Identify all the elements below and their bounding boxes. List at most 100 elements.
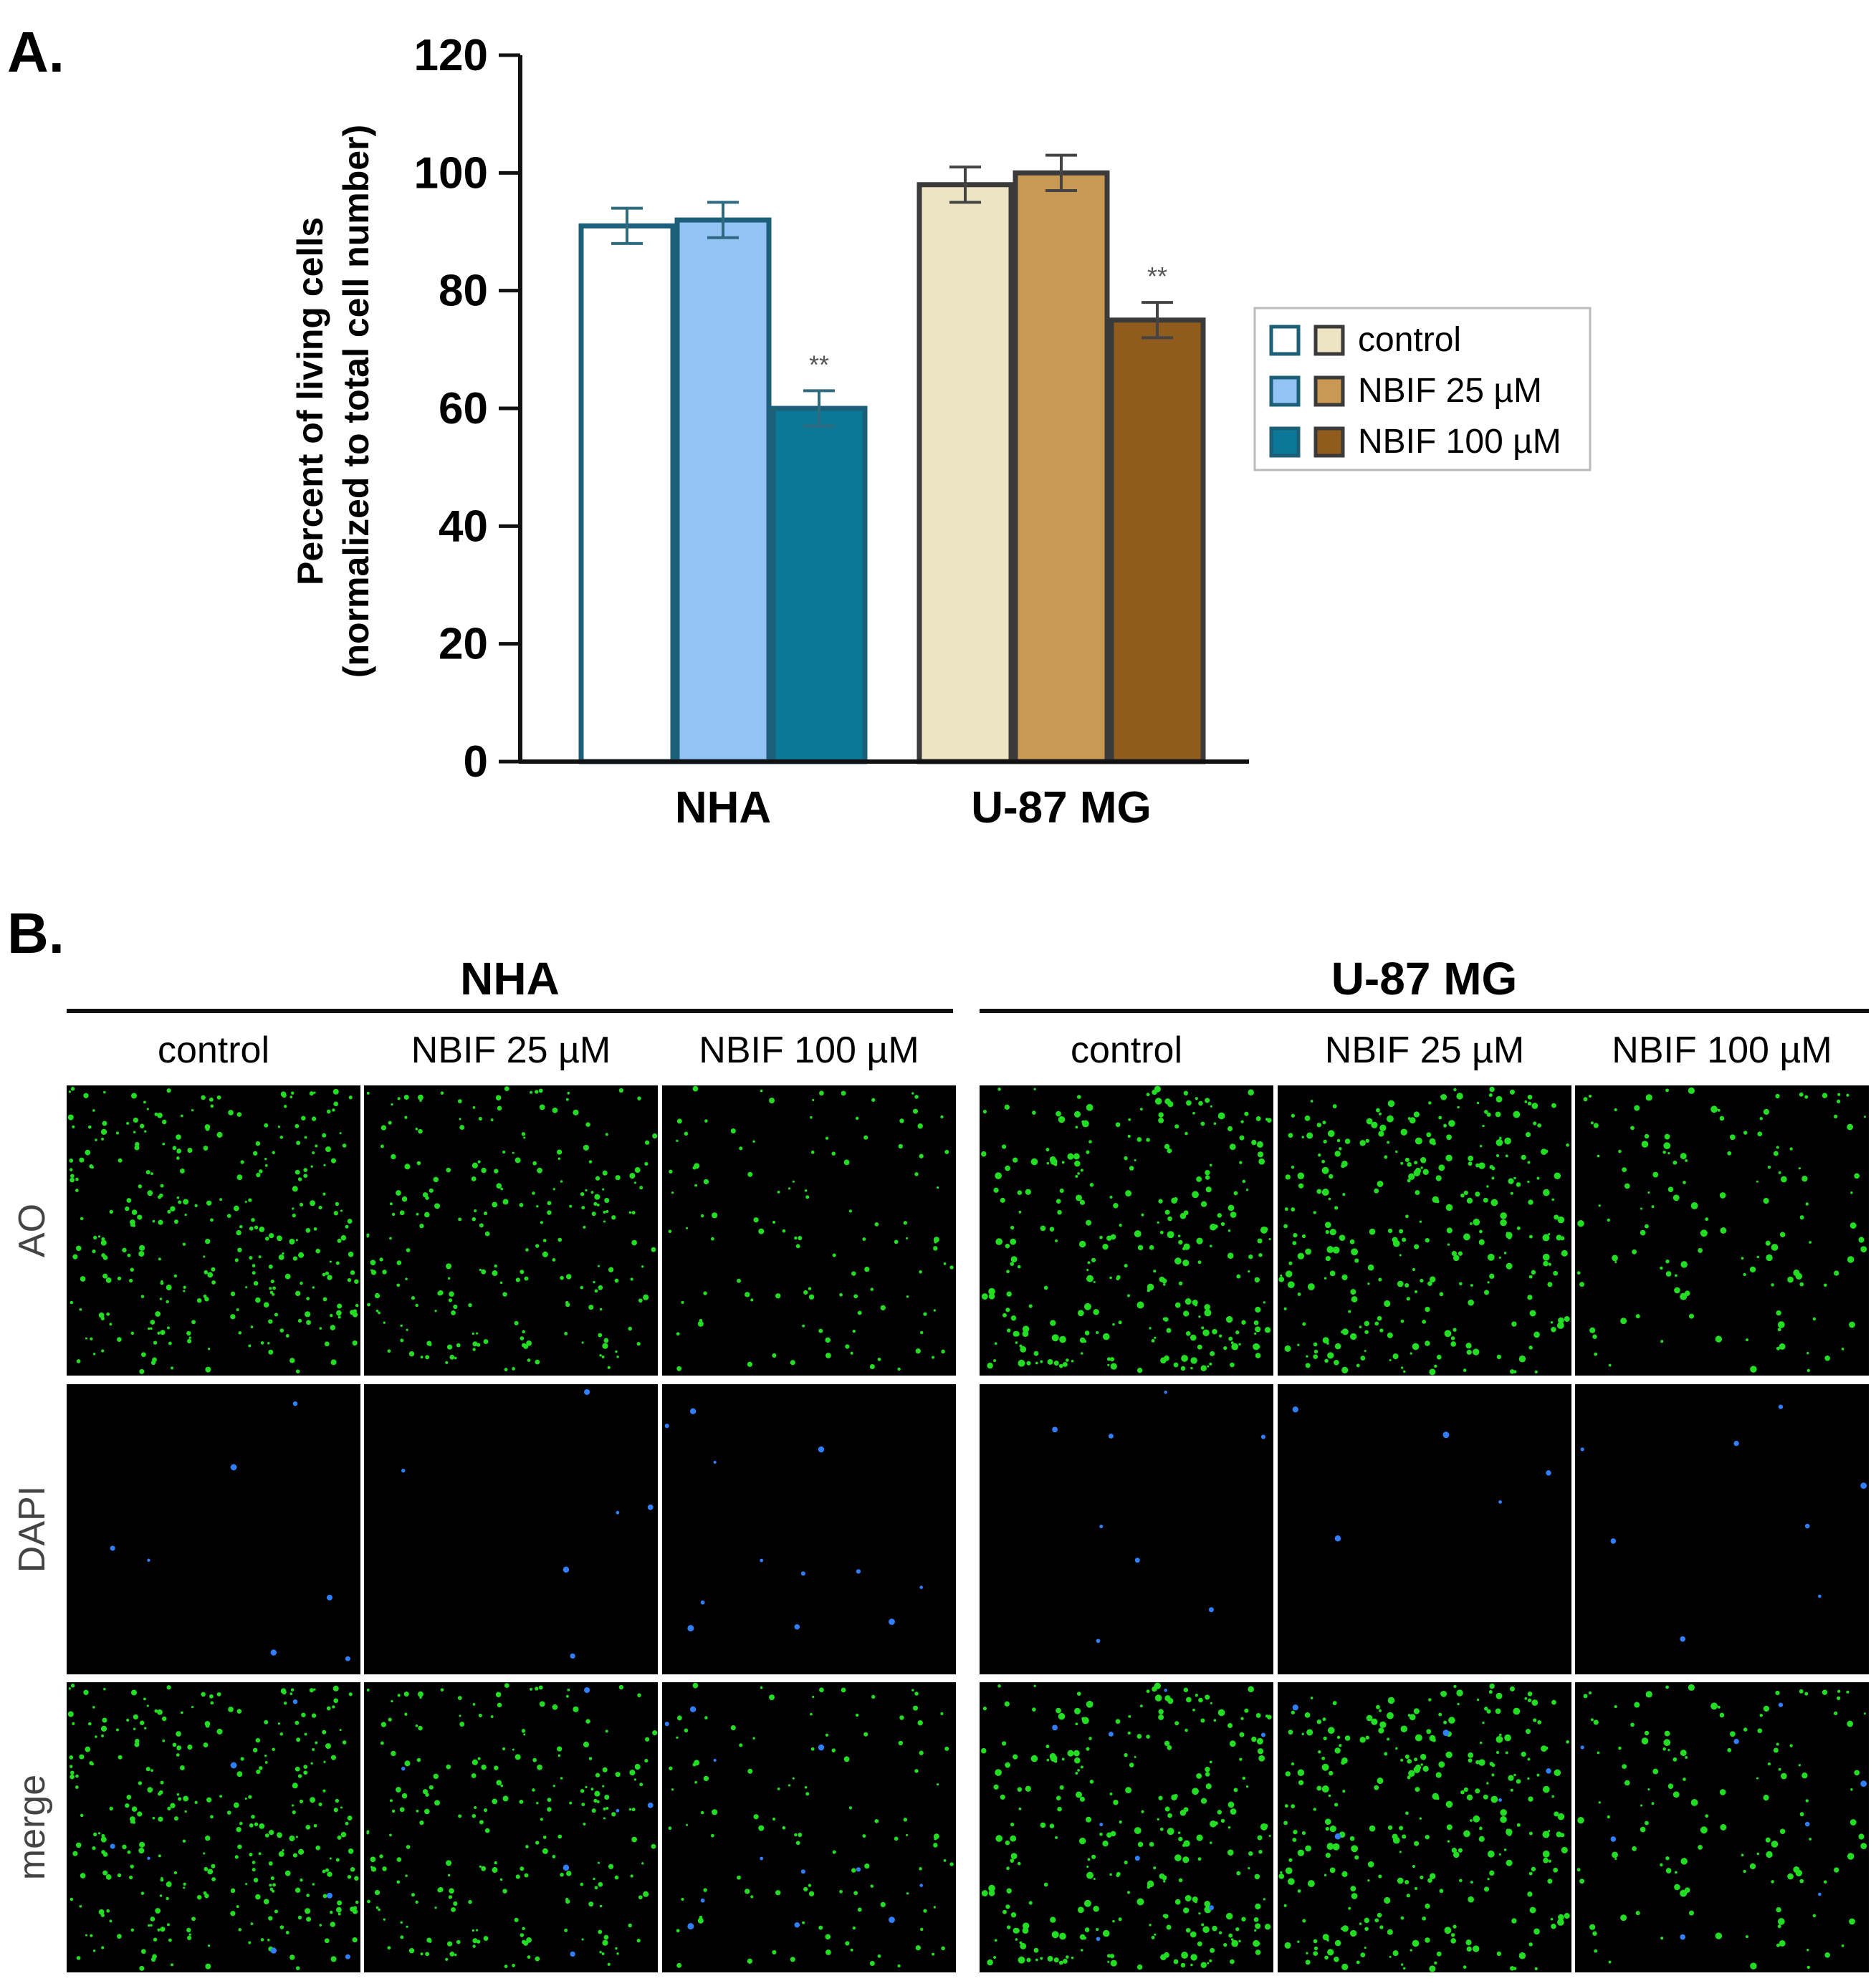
- ao-cell: [1093, 1281, 1096, 1284]
- ao-cell: [1349, 1836, 1355, 1841]
- ao-cell: [330, 1359, 337, 1366]
- ao-cell: [1487, 1281, 1490, 1284]
- ao-cell: [1341, 1328, 1349, 1335]
- ao-cell: [1137, 1244, 1144, 1251]
- ao-cell: [162, 1739, 166, 1742]
- ao-cell: [1644, 1730, 1650, 1736]
- column-header: NBIF 100 µM: [699, 1030, 919, 1071]
- ao-cell: [1367, 1861, 1374, 1868]
- ao-cell: [497, 1105, 502, 1111]
- ao-cell: [1531, 1103, 1538, 1109]
- ao-cell: [1046, 1161, 1050, 1165]
- ao-cell: [1453, 1255, 1460, 1262]
- ao-cell: [700, 1214, 704, 1218]
- ao-cell: [539, 1701, 545, 1707]
- y-tick-label: 100: [414, 148, 488, 198]
- ao-cell: [1297, 1292, 1301, 1296]
- ao-cell: [400, 1935, 404, 1939]
- ao-cell: [1248, 1851, 1253, 1856]
- ao-cell: [1334, 1956, 1339, 1962]
- ao-cell: [425, 1952, 430, 1957]
- ao-cell: [1349, 1239, 1355, 1244]
- ao-cell: [1325, 1256, 1331, 1262]
- ao-cell: [1336, 1138, 1341, 1143]
- ao-cell: [1185, 1330, 1191, 1336]
- ao-cell: [166, 1896, 169, 1901]
- ao-cell: [1499, 1733, 1502, 1737]
- ao-cell: [633, 1778, 636, 1781]
- ao-cell: [348, 1692, 353, 1697]
- ao-cell: [1662, 1747, 1666, 1751]
- ao-cell: [1408, 1770, 1415, 1777]
- ao-cell: [1805, 1202, 1809, 1206]
- ao-cell: [330, 1755, 337, 1760]
- y-axis-title-line1: Percent of living cells: [290, 217, 330, 585]
- ao-cell: [330, 1956, 337, 1962]
- ao-cell: [1093, 1308, 1099, 1315]
- ao-cell: [1614, 1108, 1617, 1112]
- ao-cell: [1080, 1352, 1083, 1355]
- ao-cell: [1776, 1346, 1781, 1351]
- ao-cell: [1238, 1939, 1241, 1943]
- ao-cell: [1360, 1952, 1366, 1958]
- ao-cell: [347, 1815, 353, 1821]
- ao-cell: [523, 1733, 526, 1736]
- ao-cell: [226, 1810, 231, 1815]
- ao-cell: [1264, 1924, 1271, 1930]
- ao-cell: [643, 1294, 649, 1300]
- ao-cell: [1612, 1255, 1618, 1262]
- ao-cell: [1412, 1267, 1416, 1272]
- ao-cell: [1284, 1345, 1291, 1352]
- ao-cell: [1018, 1210, 1022, 1214]
- ao-cell: [129, 1816, 135, 1822]
- ao-cell: [179, 1169, 185, 1174]
- ao-cell: [1174, 1257, 1182, 1265]
- ao-cell: [140, 1720, 145, 1725]
- ao-cell: [1812, 1914, 1817, 1918]
- ao-cell: [92, 1249, 96, 1254]
- ao-cell: [1304, 1712, 1311, 1718]
- dapi-nucleus: [1818, 1892, 1822, 1896]
- ao-cell: [252, 1151, 258, 1156]
- ao-cell: [863, 1135, 868, 1140]
- ao-cell: [259, 1169, 263, 1174]
- ao-cell: [1081, 1120, 1089, 1128]
- ao-cell: [404, 1760, 411, 1767]
- ao-cell: [798, 1236, 803, 1241]
- ao-cell: [1310, 1100, 1313, 1103]
- ao-cell: [216, 1728, 223, 1735]
- ao-cell: [825, 1337, 831, 1343]
- ao-cell: [304, 1136, 307, 1139]
- ao-cell: [1341, 1274, 1348, 1280]
- ao-cell: [1116, 1874, 1120, 1878]
- ao-cell: [1119, 1224, 1122, 1227]
- ao-cell: [312, 1151, 315, 1155]
- ao-cell: [1109, 1276, 1112, 1280]
- ao-cell: [1614, 1704, 1617, 1709]
- ao-cell: [1632, 1846, 1637, 1851]
- ao-cell: [1577, 1816, 1584, 1824]
- ao-cell: [201, 1692, 206, 1697]
- ao-cell: [994, 1342, 997, 1345]
- ao-cell: [512, 1151, 515, 1154]
- ao-cell: [183, 1795, 189, 1802]
- ao-cell: [1741, 1257, 1744, 1260]
- ao-cell: [739, 1146, 743, 1151]
- dapi-nucleus: [1804, 1821, 1810, 1827]
- ao-cell: [1450, 1336, 1455, 1340]
- ao-cell: [1241, 1320, 1246, 1325]
- ao-cell: [173, 1816, 178, 1821]
- ao-cell: [211, 1863, 216, 1869]
- ao-cell: [567, 1688, 570, 1692]
- ao-cell: [595, 1176, 600, 1181]
- ao-cell: [1158, 1199, 1163, 1204]
- ao-cell: [152, 1219, 155, 1223]
- ao-cell: [1080, 1765, 1083, 1769]
- dapi-nucleus: [110, 1843, 115, 1849]
- ao-cell: [594, 1194, 600, 1200]
- ao-cell: [234, 1855, 239, 1859]
- ao-cell: [176, 1134, 181, 1140]
- ao-cell: [447, 1277, 451, 1280]
- dapi-nucleus: [584, 1388, 590, 1396]
- ao-cell: [591, 1808, 596, 1813]
